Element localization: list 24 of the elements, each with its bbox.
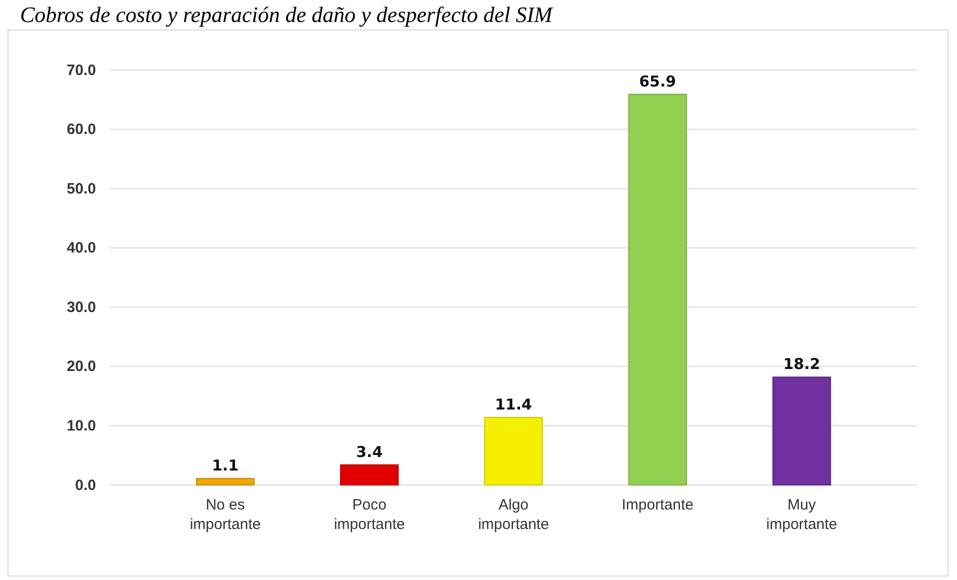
x-tick-label: No es importante: [190, 496, 261, 534]
y-tick-label: 50.0: [66, 180, 96, 198]
y-tick-label: 0.0: [75, 476, 96, 494]
x-tick-label: Muy importante: [766, 496, 838, 534]
y-tick-label: 70.0: [66, 62, 96, 79]
bar: [772, 376, 832, 486]
data-label: 1.1: [212, 456, 239, 474]
x-tick-label: Algo importante: [478, 496, 549, 534]
data-label: 11.4: [494, 395, 532, 414]
x-tick-label: Importante: [622, 496, 694, 514]
bar: [628, 94, 687, 486]
data-label: 18.2: [783, 355, 820, 374]
bar: [196, 478, 255, 486]
y-tick-label: 20.0: [66, 358, 96, 376]
y-tick-label: 60.0: [66, 121, 96, 138]
y-tick-label: 40.0: [66, 240, 96, 257]
y-tick-label: 10.0: [66, 418, 96, 435]
data-label: 65.9: [639, 72, 676, 90]
y-tick-label: 30.0: [66, 298, 96, 316]
bar: [340, 464, 399, 486]
chart-title: Cobros de costo y reparación de daño y desperfecto del SIM: [20, 2, 554, 27]
bar: [484, 416, 543, 486]
x-tick-label: Poco importante: [334, 496, 405, 534]
data-label: 3.4: [356, 442, 383, 461]
